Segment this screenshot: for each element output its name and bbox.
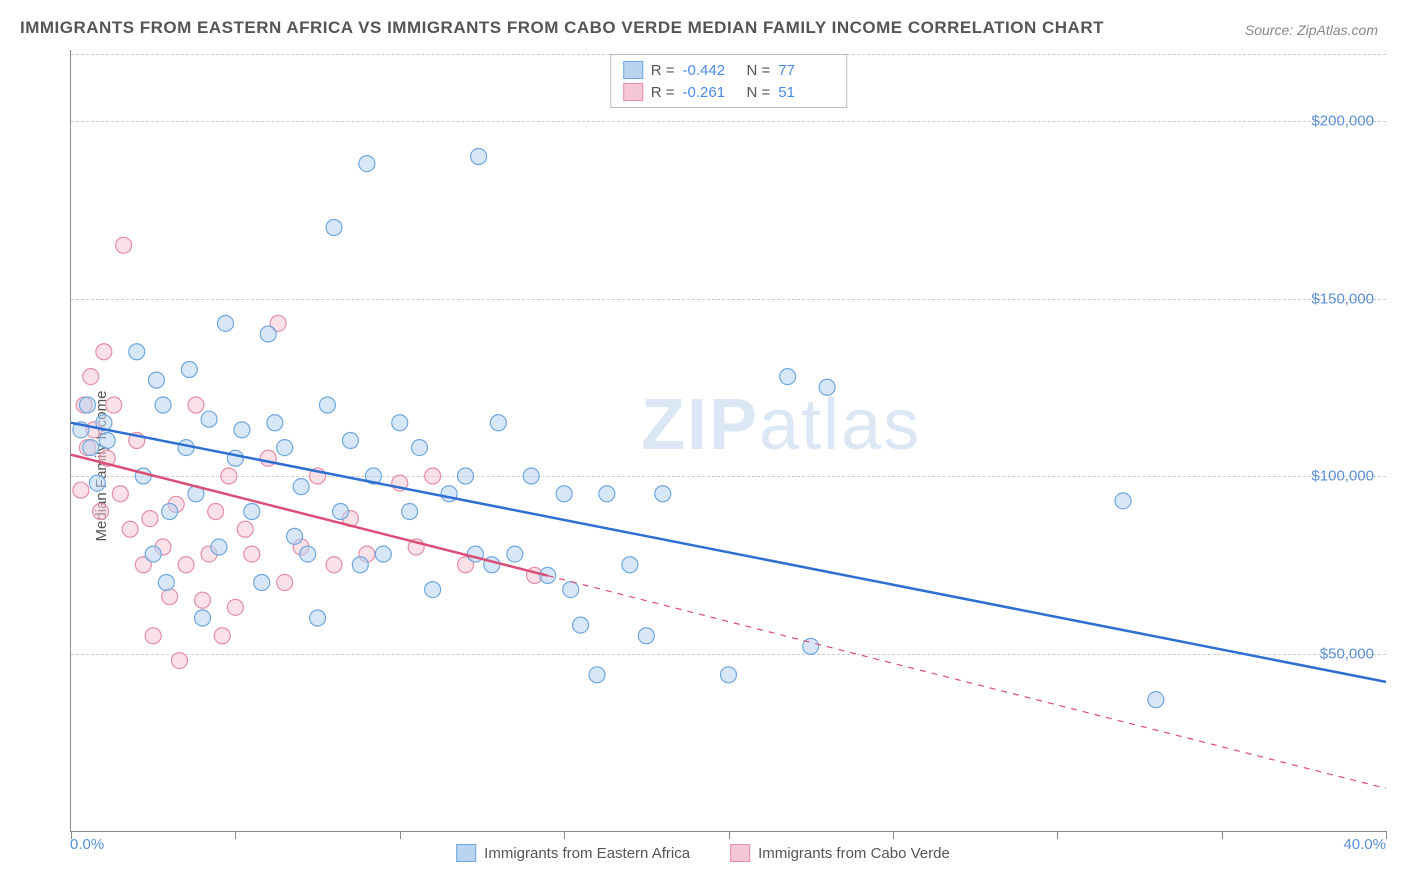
data-point [458, 468, 474, 484]
data-point [227, 450, 243, 466]
data-point [277, 575, 293, 591]
data-point [402, 504, 418, 520]
x-tick [1386, 831, 1387, 839]
data-point [116, 237, 132, 253]
data-point [218, 315, 234, 331]
data-point [178, 557, 194, 573]
data-point [352, 557, 368, 573]
legend-label-cabo-verde: Immigrants from Cabo Verde [758, 845, 950, 862]
data-point [425, 582, 441, 598]
data-point [234, 422, 250, 438]
data-point [471, 149, 487, 165]
data-point [589, 667, 605, 683]
data-point [310, 610, 326, 626]
data-point [556, 486, 572, 502]
data-point [411, 440, 427, 456]
data-point [208, 504, 224, 520]
bottom-legend: Immigrants from Eastern Africa Immigrant… [456, 844, 950, 862]
data-point [148, 372, 164, 388]
data-point [171, 653, 187, 669]
data-point [638, 628, 654, 644]
plot-area: ZIPatlas $50,000$100,000$150,000$200,000… [70, 50, 1386, 832]
data-point [819, 379, 835, 395]
data-point [99, 433, 115, 449]
trend-line [71, 423, 1386, 682]
data-point [254, 575, 270, 591]
data-point [112, 486, 128, 502]
data-point [244, 504, 260, 520]
data-point [79, 397, 95, 413]
data-point [300, 546, 316, 562]
data-point [342, 433, 358, 449]
data-point [1115, 493, 1131, 509]
data-point [227, 599, 243, 615]
trend-line-dashed [548, 576, 1386, 789]
source-attribution: Source: ZipAtlas.com [1245, 22, 1378, 38]
data-point [655, 486, 671, 502]
data-point [89, 475, 105, 491]
data-point [277, 440, 293, 456]
data-point [73, 482, 89, 498]
data-point [221, 468, 237, 484]
data-point [181, 362, 197, 378]
legend-swatch-eastern-africa-icon [456, 844, 476, 862]
data-point [162, 589, 178, 605]
data-point [145, 546, 161, 562]
legend-item-cabo-verde: Immigrants from Cabo Verde [730, 844, 950, 862]
x-max-label: 40.0% [1343, 836, 1386, 853]
data-point [83, 369, 99, 385]
data-point [425, 468, 441, 484]
data-point [214, 628, 230, 644]
data-point [122, 521, 138, 537]
data-point [96, 344, 112, 360]
legend-label-eastern-africa: Immigrants from Eastern Africa [484, 845, 690, 862]
data-point [721, 667, 737, 683]
data-point [287, 528, 303, 544]
data-point [326, 557, 342, 573]
data-point [573, 617, 589, 633]
data-point [201, 411, 217, 427]
data-point [195, 610, 211, 626]
data-point [507, 546, 523, 562]
data-point [599, 486, 615, 502]
data-point [359, 156, 375, 172]
data-point [93, 504, 109, 520]
data-point [375, 546, 391, 562]
x-min-label: 0.0% [70, 836, 104, 853]
legend-item-eastern-africa: Immigrants from Eastern Africa [456, 844, 690, 862]
data-point [195, 592, 211, 608]
data-point [267, 415, 283, 431]
data-point [392, 415, 408, 431]
data-point [158, 575, 174, 591]
data-point [188, 397, 204, 413]
data-point [237, 521, 253, 537]
data-point [622, 557, 638, 573]
data-point [83, 440, 99, 456]
data-point [293, 479, 309, 495]
data-point [326, 220, 342, 236]
chart-title: IMMIGRANTS FROM EASTERN AFRICA VS IMMIGR… [20, 18, 1104, 38]
data-point [155, 397, 171, 413]
data-point [1148, 692, 1164, 708]
chart-container: Median Family Income ZIPatlas $50,000$10… [20, 50, 1386, 882]
data-point [244, 546, 260, 562]
data-point [523, 468, 539, 484]
data-point [260, 326, 276, 342]
data-point [780, 369, 796, 385]
data-point [129, 344, 145, 360]
data-point [333, 504, 349, 520]
data-point [319, 397, 335, 413]
data-point [142, 511, 158, 527]
legend-swatch-cabo-verde-icon [730, 844, 750, 862]
data-point [162, 504, 178, 520]
scatter-plot [71, 50, 1386, 831]
data-point [145, 628, 161, 644]
data-point [106, 397, 122, 413]
data-point [490, 415, 506, 431]
data-point [563, 582, 579, 598]
data-point [211, 539, 227, 555]
